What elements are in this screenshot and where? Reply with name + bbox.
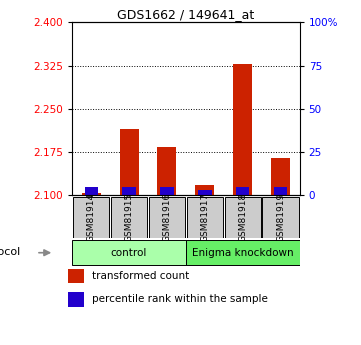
Bar xyxy=(157,147,177,195)
Bar xyxy=(236,187,249,195)
Bar xyxy=(122,187,136,195)
Text: protocol: protocol xyxy=(0,247,20,257)
Bar xyxy=(149,197,185,238)
Text: GSM81915: GSM81915 xyxy=(125,193,134,242)
Bar xyxy=(68,269,84,284)
Bar xyxy=(274,187,287,195)
Bar xyxy=(111,197,147,238)
Bar xyxy=(262,197,299,238)
Bar xyxy=(187,197,223,238)
Bar xyxy=(82,193,101,195)
Bar xyxy=(233,64,252,195)
Bar xyxy=(195,185,214,195)
Bar xyxy=(68,292,84,307)
Text: control: control xyxy=(111,248,147,258)
Bar xyxy=(186,240,300,265)
Text: percentile rank within the sample: percentile rank within the sample xyxy=(92,295,268,304)
Text: transformed count: transformed count xyxy=(92,271,189,281)
Bar xyxy=(160,187,174,195)
Text: GSM81918: GSM81918 xyxy=(238,193,247,242)
Bar xyxy=(73,197,109,238)
Bar xyxy=(198,190,212,195)
Text: Enigma knockdown: Enigma knockdown xyxy=(192,248,293,258)
Title: GDS1662 / 149641_at: GDS1662 / 149641_at xyxy=(117,8,255,21)
Bar xyxy=(84,187,98,195)
Text: GSM81916: GSM81916 xyxy=(162,193,171,242)
Bar xyxy=(271,158,290,195)
Text: GSM81917: GSM81917 xyxy=(200,193,209,242)
Bar xyxy=(119,129,139,195)
Bar xyxy=(72,240,186,265)
Text: GSM81914: GSM81914 xyxy=(87,193,96,242)
Text: GSM81919: GSM81919 xyxy=(276,193,285,242)
Bar xyxy=(225,197,261,238)
